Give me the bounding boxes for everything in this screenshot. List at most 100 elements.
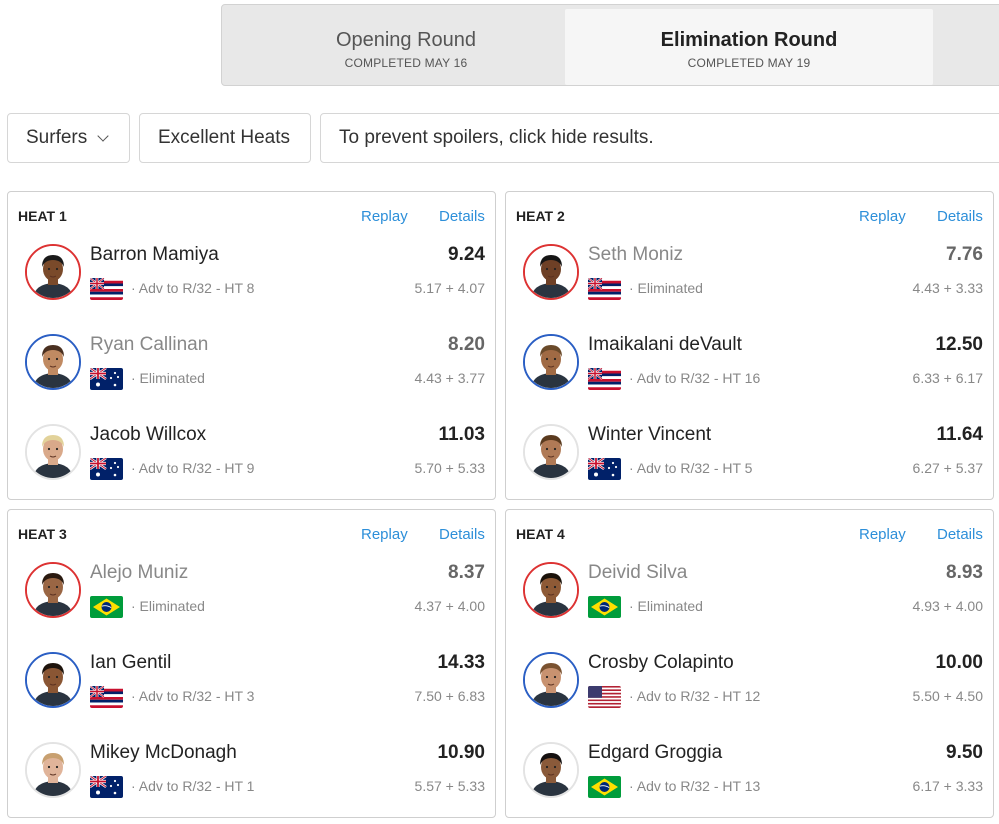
avatar — [25, 244, 81, 300]
round-tabs: Opening Round COMPLETED MAY 16 Eliminati… — [221, 4, 999, 86]
surfer-status: · Adv to R/32 - HT 12 — [629, 688, 761, 704]
wave-scores: 4.43 + 3.33 — [912, 280, 983, 296]
wave-scores: 6.17 + 3.33 — [912, 778, 983, 794]
heat-total-score: 9.50 — [946, 742, 983, 763]
details-link[interactable]: Details — [439, 526, 485, 543]
heat-total-score: 10.00 — [935, 652, 983, 673]
surfer-row[interactable]: Imaikalani deVault 12.50 · Adv to R/32 - H… — [523, 332, 983, 392]
heat-total-score: 7.76 — [946, 244, 983, 265]
tab-opening-round[interactable]: Opening Round COMPLETED MAY 16 — [222, 9, 590, 85]
wave-scores: 4.43 + 3.77 — [414, 370, 485, 386]
heat-total-score: 8.37 — [448, 562, 485, 583]
surfer-name: Deivid Silva — [588, 562, 688, 583]
heat-total-score: 11.03 — [438, 424, 486, 445]
surfer-row[interactable]: Mikey McDonagh 10.90 · Adv to R/32 - HT 1 5… — [25, 740, 485, 800]
tab-elimination-round[interactable]: Elimination Round COMPLETED MAY 19 — [565, 9, 933, 85]
surfer-name: Edgard Groggia — [588, 742, 723, 763]
excellent-heats-button[interactable]: Excellent Heats — [139, 113, 311, 163]
details-link[interactable]: Details — [937, 208, 983, 225]
usa-flag-icon — [588, 686, 621, 708]
surfer-row[interactable]: Edgard Groggia 9.50 · Adv to R/32 - HT 13 6… — [523, 740, 983, 800]
wave-scores: 7.50 + 6.83 — [414, 688, 485, 704]
surfer-name: Ian Gentil — [90, 652, 172, 673]
australia-flag-icon — [90, 776, 123, 798]
surfer-status: · Adv to R/32 - HT 3 — [131, 688, 255, 704]
wave-scores: 6.33 + 6.17 — [912, 370, 983, 386]
avatar — [25, 424, 81, 480]
surfer-status: · Adv to R/32 - HT 5 — [629, 460, 753, 476]
surfer-name: Winter Vincent — [588, 424, 712, 445]
surfer-row[interactable]: Barron Mamiya 9.24 · Adv to R/32 - HT 8 5.1… — [25, 242, 485, 302]
spoiler-notice-text: To prevent spoilers, click hide results. — [339, 127, 654, 148]
replay-link[interactable]: Replay — [859, 526, 906, 543]
australia-flag-icon — [90, 368, 123, 390]
wave-scores: 5.50 + 4.50 — [912, 688, 983, 704]
surfer-name: Imaikalani deVault — [588, 334, 742, 355]
surfer-row[interactable]: Alejo Muniz 8.37 · Eliminated 4.37 + 4.00 — [25, 560, 485, 620]
surfer-status: · Adv to R/32 - HT 1 — [131, 778, 255, 794]
replay-link[interactable]: Replay — [859, 208, 906, 225]
surfer-status: · Adv to R/32 - HT 8 — [131, 280, 255, 296]
hawaii-flag-icon — [90, 686, 123, 708]
wave-scores: 5.57 + 5.33 — [414, 778, 485, 794]
avatar — [523, 562, 579, 618]
heat-card: HEAT 3 Replay Details Alejo Muniz 8.37 · Elim… — [7, 509, 496, 818]
heat-title: HEAT 3 — [18, 526, 67, 542]
tab-elimination-round-status: COMPLETED MAY 19 — [687, 56, 811, 70]
surfer-status: · Eliminated — [629, 280, 703, 296]
surfer-status: · Adv to R/32 - HT 9 — [131, 460, 255, 476]
surfer-row[interactable]: Winter Vincent 11.64 · Adv to R/32 - HT 5 6… — [523, 422, 983, 482]
surfer-status: · Eliminated — [131, 598, 205, 614]
heat-total-score: 9.24 — [448, 244, 485, 265]
avatar — [523, 742, 579, 798]
wave-scores: 5.70 + 5.33 — [414, 460, 485, 476]
wave-scores: 4.93 + 4.00 — [912, 598, 983, 614]
brazil-flag-icon — [588, 596, 621, 618]
surfer-row[interactable]: Jacob Willcox 11.03 · Adv to R/32 - HT 9 5.… — [25, 422, 485, 482]
tab-opening-round-status: COMPLETED MAY 16 — [344, 56, 468, 70]
heat-card: HEAT 1 Replay Details Barron Mamiya 9.24 · Ad… — [7, 191, 496, 500]
replay-link[interactable]: Replay — [361, 208, 408, 225]
heat-title: HEAT 4 — [516, 526, 565, 542]
surfer-row[interactable]: Ryan Callinan 8.20 · Eliminated 4.43 + 3.77 — [25, 332, 485, 392]
tab-opening-round-label: Opening Round — [335, 29, 477, 51]
heat-total-score: 8.20 — [448, 334, 485, 355]
details-link[interactable]: Details — [937, 526, 983, 543]
surfers-dropdown-label: Surfers — [26, 127, 88, 148]
heat-title: HEAT 2 — [516, 208, 565, 224]
hawaii-flag-icon — [588, 278, 621, 300]
surfer-row[interactable]: Ian Gentil 14.33 · Adv to R/32 - HT 3 7.50 … — [25, 650, 485, 710]
wave-scores: 4.37 + 4.00 — [414, 598, 485, 614]
heat-total-score: 10.90 — [437, 742, 485, 763]
surfer-name: Alejo Muniz — [90, 562, 189, 583]
surfers-dropdown[interactable]: Surfers — [7, 113, 130, 163]
brazil-flag-icon — [90, 596, 123, 618]
australia-flag-icon — [90, 458, 123, 480]
australia-flag-icon — [588, 458, 621, 480]
surfer-row[interactable]: Crosby Colapinto 10.00 · Adv to R/32 - HT … — [523, 650, 983, 710]
avatar — [523, 334, 579, 390]
chevron-down-icon — [97, 130, 109, 142]
heat-total-score: 14.33 — [437, 652, 485, 673]
avatar — [25, 742, 81, 798]
heat-card: HEAT 2 Replay Details Seth Moniz 7.76 · Elimi… — [505, 191, 994, 500]
heat-total-score: 11.64 — [936, 424, 984, 445]
avatar — [523, 652, 579, 708]
excellent-heats-label: Excellent Heats — [158, 127, 291, 148]
surfer-name: Mikey McDonagh — [90, 742, 237, 763]
spoiler-notice: To prevent spoilers, click hide results. — [320, 113, 999, 163]
surfer-row[interactable]: Seth Moniz 7.76 · Eliminated 4.43 + 3.33 — [523, 242, 983, 302]
surfer-name: Seth Moniz — [588, 244, 684, 265]
heat-total-score: 8.93 — [946, 562, 983, 583]
avatar — [523, 424, 579, 480]
brazil-flag-icon — [588, 776, 621, 798]
surfer-row[interactable]: Deivid Silva 8.93 · Eliminated 4.93 + 4.00 — [523, 560, 983, 620]
hawaii-flag-icon — [90, 278, 123, 300]
avatar — [523, 244, 579, 300]
heat-total-score: 12.50 — [935, 334, 983, 355]
replay-link[interactable]: Replay — [361, 526, 408, 543]
surfer-name: Jacob Willcox — [90, 424, 207, 445]
tab-elimination-round-label: Elimination Round — [660, 29, 838, 51]
details-link[interactable]: Details — [439, 208, 485, 225]
surfer-name: Ryan Callinan — [90, 334, 209, 355]
